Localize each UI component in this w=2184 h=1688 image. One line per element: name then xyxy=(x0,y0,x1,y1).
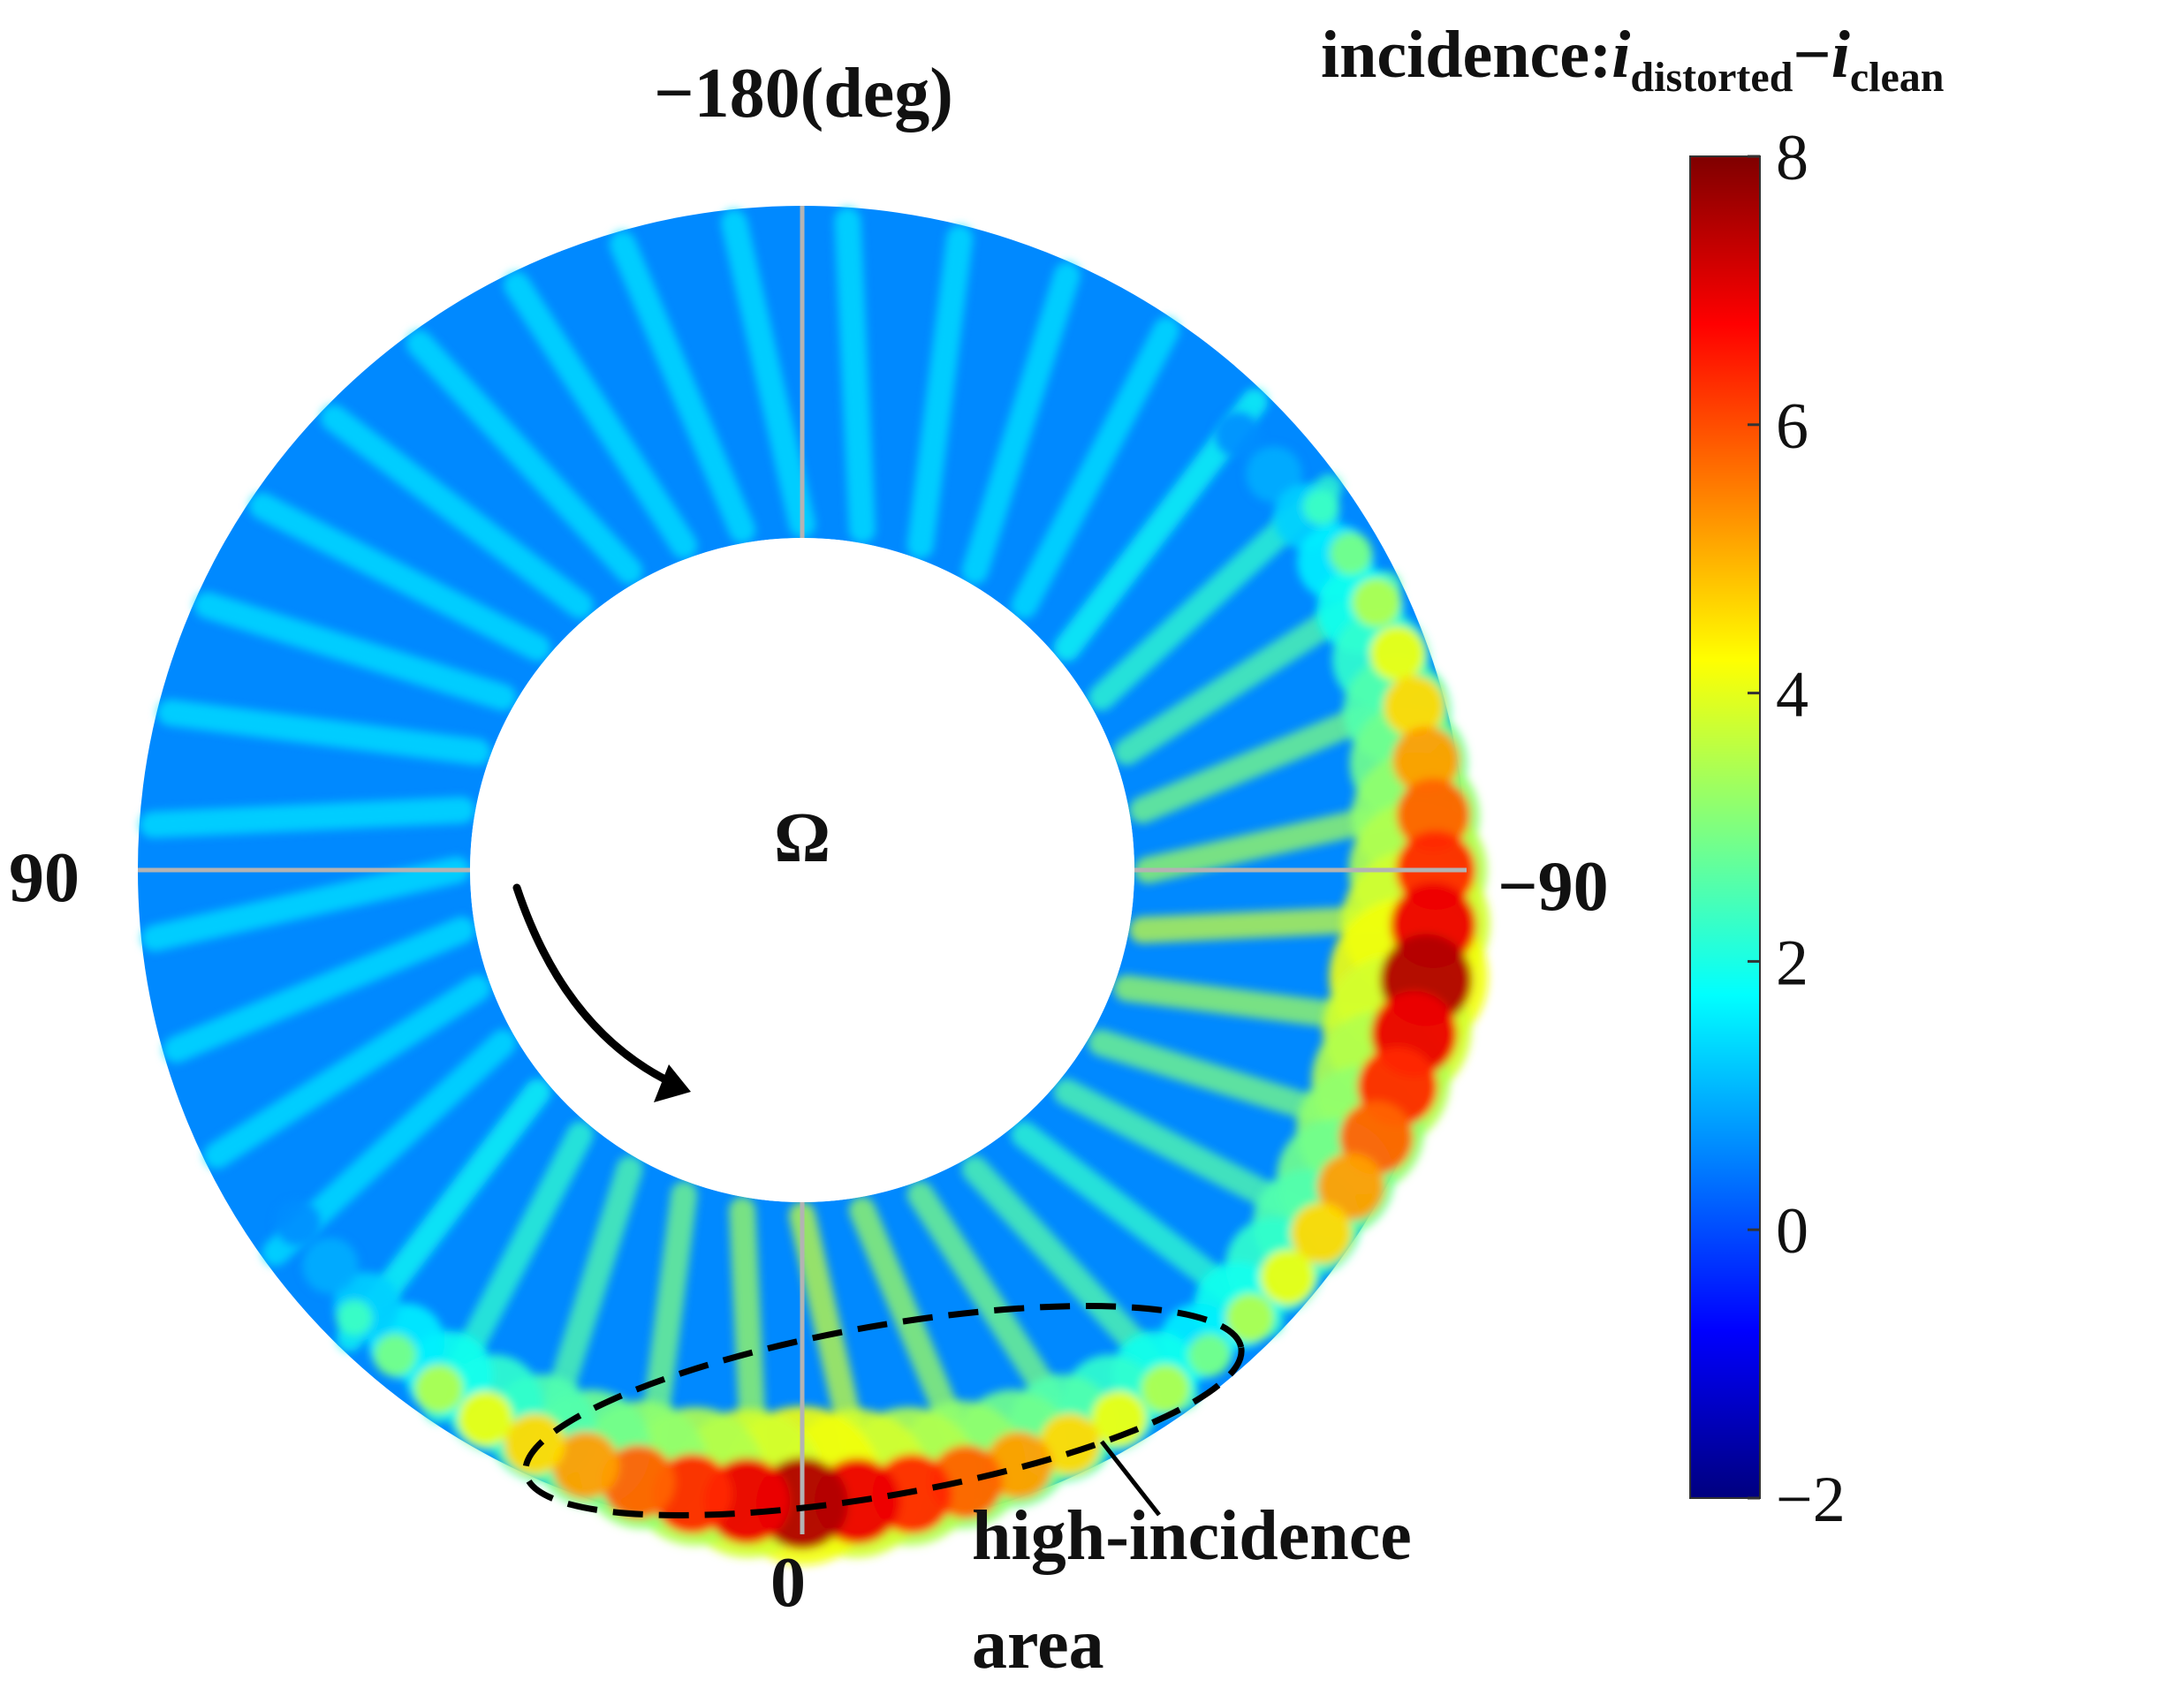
incidence-lobe-core xyxy=(1039,1413,1101,1475)
annulus-contour xyxy=(138,206,1490,1565)
colorbar-title: incidence:idistorted−iclean xyxy=(1321,18,1944,101)
incidence-lobe-core xyxy=(458,1390,513,1446)
annotation-leader-line xyxy=(1100,1440,1161,1517)
rotation-arrow xyxy=(512,883,691,1102)
colorbar-tick-label: 8 xyxy=(1776,122,1809,194)
incidence-lobe-core xyxy=(1392,726,1460,794)
arrow-head-icon xyxy=(654,1064,691,1102)
blade-wake xyxy=(406,329,643,585)
blade-wake xyxy=(1011,316,1180,619)
incidence-lobe-core xyxy=(1384,675,1445,737)
hub-circle xyxy=(470,538,1134,1202)
blade-wake xyxy=(163,916,475,1064)
incidence-lobe-outer xyxy=(1246,446,1302,503)
blade-wake xyxy=(720,209,815,538)
high-incidence-ellipse xyxy=(522,1303,1245,1518)
colorbar-tick-label: 2 xyxy=(1776,927,1809,999)
annotation-line1: high-incidence xyxy=(972,1497,1412,1575)
angle-label-right: −90 xyxy=(1498,848,1609,926)
high-incidence-annotation: high-incidence area xyxy=(522,1303,1412,1684)
angle-label-left: 90 xyxy=(9,839,80,917)
incidence-lobe-outer xyxy=(275,1200,321,1246)
colorbar-tick-label: −2 xyxy=(1776,1464,1846,1536)
incidence-lobe-core xyxy=(374,1334,417,1377)
blade-wake xyxy=(139,797,475,838)
incidence-lobe-core xyxy=(1329,532,1372,575)
omega-symbol: Ω xyxy=(774,799,830,877)
incidence-lobe-core xyxy=(1369,625,1425,681)
blade-wake xyxy=(609,231,756,543)
blade-wake xyxy=(834,207,876,543)
incidence-lobe-core xyxy=(1396,778,1470,852)
incidence-lobe-core xyxy=(1225,1293,1275,1343)
blade-wake xyxy=(503,271,698,559)
polar-axis-lines xyxy=(138,206,1467,1534)
incidence-lobe-core xyxy=(1352,578,1401,627)
blade-wake xyxy=(193,592,517,711)
incidence-lobe-core xyxy=(504,1413,565,1475)
colorbar-tick-label: 4 xyxy=(1776,659,1809,731)
blade-wake xyxy=(961,261,1081,585)
colorbar-rect xyxy=(1689,155,1761,1499)
angle-label-bottom: 0 xyxy=(770,1544,806,1622)
blade-wake xyxy=(320,405,594,619)
colorbar-tick-label: 6 xyxy=(1776,390,1809,463)
angle-label-top: −180(deg) xyxy=(654,55,953,132)
blade-wake xyxy=(248,492,551,662)
incidence-lobe-core xyxy=(1141,1364,1190,1413)
incidence-lobe-core xyxy=(414,1364,464,1413)
incidence-lobe-core xyxy=(1187,1334,1231,1377)
incidence-lobe-core xyxy=(551,1431,619,1499)
colorbar: 8 6 4 2 0 −2 xyxy=(1689,122,1846,1536)
incidence-lobe-outer xyxy=(302,1238,359,1294)
colorbar-tick-label: 0 xyxy=(1776,1195,1809,1268)
incidence-lobe-core xyxy=(1316,1153,1384,1221)
incidence-lobe-core xyxy=(1302,488,1339,526)
incidence-lobe-core xyxy=(601,1445,675,1519)
colorbar-ticks: 8 6 4 2 0 −2 xyxy=(1748,122,1846,1536)
blade-wake xyxy=(906,224,974,559)
blade-wake xyxy=(156,699,491,766)
incidence-lobe-core xyxy=(336,1299,373,1336)
incidence-lobe-core xyxy=(1260,1249,1316,1305)
incidence-lobe-core xyxy=(1290,1202,1352,1264)
annotation-line2: area xyxy=(972,1606,1104,1684)
blade-wake xyxy=(203,974,491,1169)
incidence-lobe-outer xyxy=(1215,412,1261,458)
blade-wake xyxy=(141,857,470,952)
